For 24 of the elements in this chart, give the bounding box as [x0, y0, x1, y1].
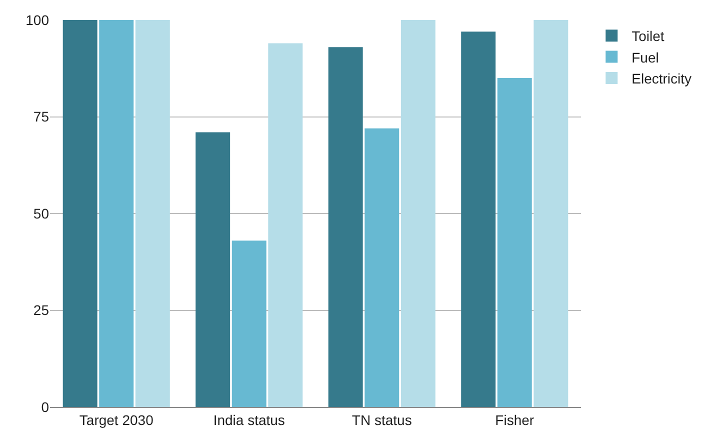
y-tick-label: 100: [26, 12, 50, 28]
x-tick-label: TN status: [352, 412, 412, 428]
bar: [534, 20, 568, 407]
legend-label: Electricity: [632, 70, 692, 86]
bar: [268, 43, 303, 407]
bar: [364, 128, 400, 407]
y-tick-label: 25: [33, 302, 50, 318]
x-tick-label: Fisher: [495, 412, 534, 428]
bar: [99, 20, 134, 407]
x-tick-label: Target 2030: [79, 412, 154, 428]
bar: [196, 132, 230, 407]
legend-label: Toilet: [632, 28, 664, 44]
legend-label: Fuel: [632, 49, 659, 66]
bar: [135, 20, 170, 407]
x-tick-label: India status: [213, 412, 285, 428]
bar: [461, 32, 496, 407]
bar: [328, 47, 363, 407]
bar: [232, 240, 266, 407]
bar: [62, 20, 98, 407]
bar: [497, 78, 532, 407]
bar: [400, 20, 436, 407]
y-tick-label: 0: [41, 398, 50, 415]
y-tick-label: 50: [33, 205, 50, 222]
y-tick-label: 75: [33, 108, 50, 125]
